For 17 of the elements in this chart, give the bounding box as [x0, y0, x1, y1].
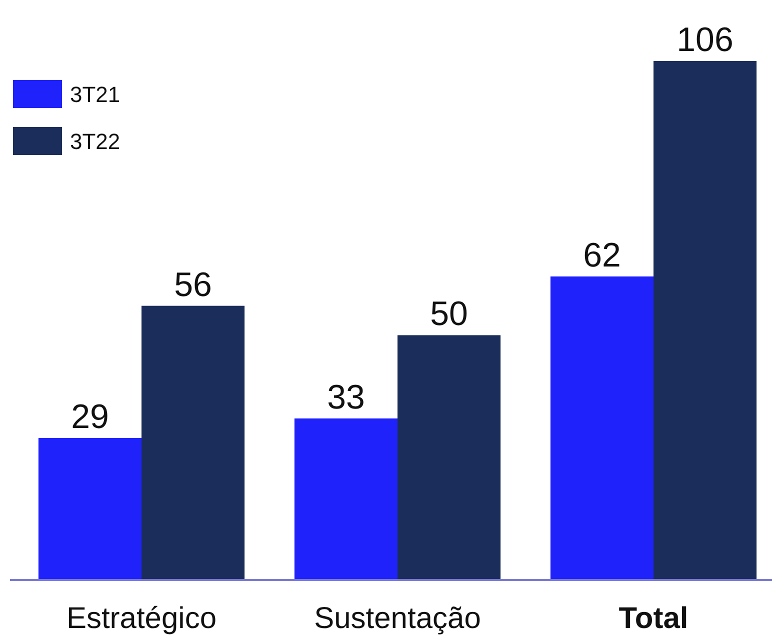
data-label: 56 — [174, 266, 212, 304]
bar — [550, 276, 654, 580]
bar — [398, 335, 501, 580]
bar — [142, 306, 245, 580]
x-tick-label: Estratégico — [66, 602, 217, 635]
data-label: 62 — [583, 236, 621, 274]
data-label: 29 — [71, 398, 109, 436]
data-label: 33 — [327, 378, 365, 416]
data-label: 106 — [676, 21, 734, 59]
bar — [38, 438, 142, 580]
data-label: 50 — [430, 295, 468, 334]
bar — [654, 61, 757, 580]
legend-label: 3T22 — [70, 129, 120, 154]
x-tick-label: Total — [618, 602, 688, 635]
x-tick-label: Sustentação — [314, 602, 481, 635]
bar — [294, 418, 398, 580]
legend-label: 3T21 — [70, 82, 120, 107]
